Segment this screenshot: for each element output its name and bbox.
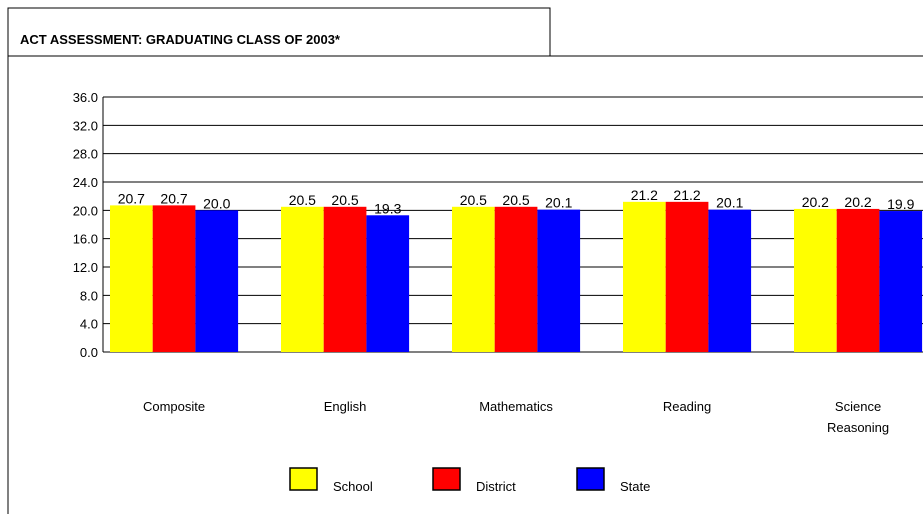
value-label: 20.1 xyxy=(716,195,743,211)
value-label: 20.5 xyxy=(331,192,358,208)
value-label: 20.0 xyxy=(203,195,230,211)
bar xyxy=(452,206,495,352)
y-tick-label: 36.0 xyxy=(73,90,98,105)
bar xyxy=(879,211,923,352)
bar xyxy=(323,206,367,352)
bar xyxy=(110,205,153,352)
value-label: 20.5 xyxy=(289,192,316,208)
value-label: 21.2 xyxy=(673,187,700,203)
y-tick-label: 32.0 xyxy=(73,118,98,133)
x-tick-label: Reading xyxy=(662,399,712,414)
x-tick-label: English xyxy=(323,399,367,414)
y-tick-label: 4.0 xyxy=(80,317,98,332)
bar xyxy=(366,215,410,352)
x-tick-label: Mathematics xyxy=(479,399,553,414)
bar xyxy=(794,208,837,352)
title-tab xyxy=(7,7,551,514)
value-label: 20.2 xyxy=(802,194,829,210)
value-label: 20.5 xyxy=(460,192,487,208)
bar xyxy=(195,210,239,352)
bar xyxy=(152,205,196,352)
legend-label: District xyxy=(476,479,516,494)
value-label: 20.1 xyxy=(545,195,572,211)
x-tick-label: Science Reasoning xyxy=(826,399,890,435)
legend-swatch xyxy=(576,467,605,491)
value-label: 20.5 xyxy=(502,192,529,208)
bar xyxy=(836,208,880,352)
legend-label: School xyxy=(333,479,373,494)
legend-swatch xyxy=(432,467,461,491)
legend-swatch xyxy=(289,467,318,491)
bar xyxy=(494,206,538,352)
x-tick-label: Composite xyxy=(142,399,206,414)
value-label: 19.9 xyxy=(887,196,914,212)
bar xyxy=(537,209,581,352)
y-tick-label: 28.0 xyxy=(73,147,98,162)
chart-title: ACT ASSESSMENT: GRADUATING CLASS OF 2003… xyxy=(20,32,341,47)
y-tick-label: 12.0 xyxy=(73,260,98,275)
bar xyxy=(623,201,666,352)
y-tick-label: 0.0 xyxy=(80,345,98,360)
value-label: 20.2 xyxy=(844,194,871,210)
y-tick-label: 20.0 xyxy=(73,203,98,218)
y-tick-label: 16.0 xyxy=(73,232,98,247)
value-label: 20.7 xyxy=(160,190,187,206)
value-label: 19.3 xyxy=(374,200,401,216)
bar xyxy=(665,201,709,352)
legend-label: State xyxy=(620,479,650,494)
value-label: 20.7 xyxy=(118,190,145,206)
y-tick-label: 24.0 xyxy=(73,175,98,190)
bar xyxy=(281,206,324,352)
y-tick-label: 8.0 xyxy=(80,288,98,303)
bar xyxy=(708,209,752,352)
value-label: 21.2 xyxy=(631,187,658,203)
